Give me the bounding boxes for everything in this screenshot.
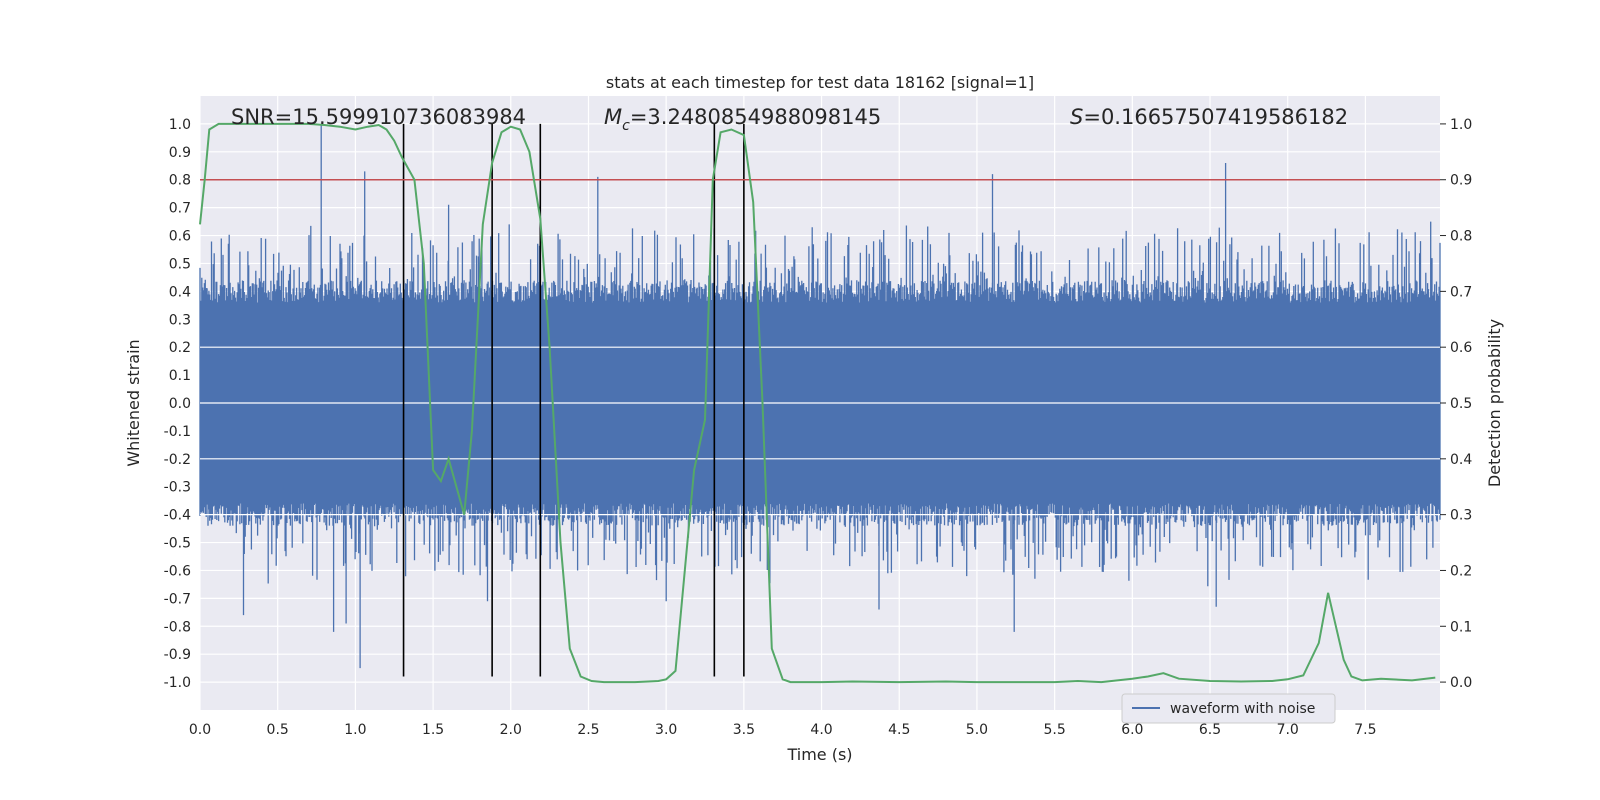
y-tick-label-left: -0.3 [164, 480, 191, 496]
y-tick-label-right: 0.7 [1450, 284, 1472, 300]
x-tick-label: 1.5 [422, 722, 444, 738]
y-tick-label-left: -0.8 [164, 619, 191, 635]
y-tick-label-left: 0.7 [169, 201, 191, 217]
x-tick-label: 4.0 [810, 722, 832, 738]
y-tick-label-left: -0.9 [164, 647, 191, 663]
x-tick-label: 3.5 [733, 722, 755, 738]
chirp-mass-value: =3.2480854988098145 [630, 105, 881, 129]
y-tick-label-right: 0.9 [1450, 173, 1472, 189]
x-tick-label: 5.0 [966, 722, 988, 738]
x-tick-label: 5.5 [1044, 722, 1066, 738]
y-tick-label-left: 0.8 [169, 173, 191, 189]
y-tick-label-left: -0.6 [164, 563, 191, 579]
y-tick-label-left: 0.3 [169, 312, 191, 328]
chirp-mass-symbol: M [604, 105, 622, 129]
y-tick-label-right: 0.8 [1450, 229, 1472, 245]
y-tick-label-right: 0.4 [1450, 452, 1472, 468]
y-tick-label-right: 0.1 [1450, 619, 1472, 635]
x-tick-label: 1.0 [344, 722, 366, 738]
s-symbol: S [1070, 105, 1083, 129]
chart-title: stats at each timestep for test data 181… [606, 73, 1034, 92]
x-tick-label: 4.5 [888, 722, 910, 738]
y-tick-label-left: 0.2 [169, 340, 191, 356]
x-tick-label: 2.5 [577, 722, 599, 738]
x-tick-label: 3.0 [655, 722, 677, 738]
y-axis-right: 1.0 0.9 0.8 0.7 0.6 0.5 0.4 0.3 0.2 0.1 0.0 [1440, 117, 1472, 691]
y-tick-label-left: -1.0 [164, 675, 191, 691]
legend-box [1121, 693, 1336, 724]
y-tick-label-right: 0.0 [1450, 675, 1472, 691]
y-tick-label-left: 0.0 [169, 396, 191, 412]
y-tick-label-left: -0.4 [164, 508, 191, 524]
y-tick-label-left: 0.1 [169, 368, 191, 384]
y-axis-left: 1.0 0.9 0.8 0.7 0.6 0.5 0.4 0.3 0.2 0.1 0.0 -0.1 -0.… [164, 117, 191, 691]
x-axis-label: Time (s) [786, 745, 852, 764]
x-tick-label: 6.0 [1121, 722, 1143, 738]
y-tick-label-left: -0.5 [164, 536, 191, 552]
x-axis: 0.0 0.5 1.0 1.5 2.0 2.5 3.0 3.5 4.0 4.5 5.0 5.5 6.0 6… [189, 722, 1377, 738]
x-tick-label: 0.0 [189, 722, 211, 738]
chirp-mass-annotation: Mc=3.2480854988098145 [604, 105, 881, 134]
y-tick-label-right: 0.6 [1450, 340, 1472, 356]
y-tick-label-right: 0.3 [1450, 508, 1472, 524]
x-tick-label: 7.5 [1354, 722, 1376, 738]
s-annotation: S=0.16657507419586182 [1070, 105, 1348, 129]
y-tick-label-left: -0.1 [164, 424, 191, 440]
chirp-mass-subscript: c [622, 118, 630, 134]
s-value: =0.16657507419586182 [1083, 105, 1348, 129]
y-axis-label-left: Whitened strain [124, 339, 143, 466]
probability-line [199, 122, 1436, 684]
waveform-series [199, 123, 1441, 669]
waveform-line [199, 123, 1441, 669]
legend-label: waveform with noise [1170, 701, 1315, 717]
y-axis-label-right: Detection probability [1485, 319, 1504, 487]
x-tick-label: 6.5 [1199, 722, 1221, 738]
y-tick-label-left: -0.7 [164, 591, 191, 607]
snr-annotation: SNR=15.599910736083984 [231, 105, 526, 129]
x-tick-label: 2.0 [500, 722, 522, 738]
x-tick-label: 7.0 [1277, 722, 1299, 738]
x-tick-label: 0.5 [267, 722, 289, 738]
y-tick-label-left: 0.4 [169, 284, 191, 300]
probability-series-group [199, 122, 1436, 684]
y-tick-label-left: -0.2 [164, 452, 191, 468]
legend: waveform with noise [1121, 693, 1336, 724]
y-tick-label-left: 0.5 [169, 256, 191, 272]
y-tick-label-right: 0.2 [1450, 563, 1472, 579]
y-tick-label-right: 0.5 [1450, 396, 1472, 412]
y-tick-label-left: 0.9 [169, 145, 191, 161]
y-tick-label-left: 1.0 [169, 117, 191, 133]
y-tick-label-right: 1.0 [1450, 117, 1472, 133]
y-tick-label-left: 0.6 [169, 229, 191, 245]
